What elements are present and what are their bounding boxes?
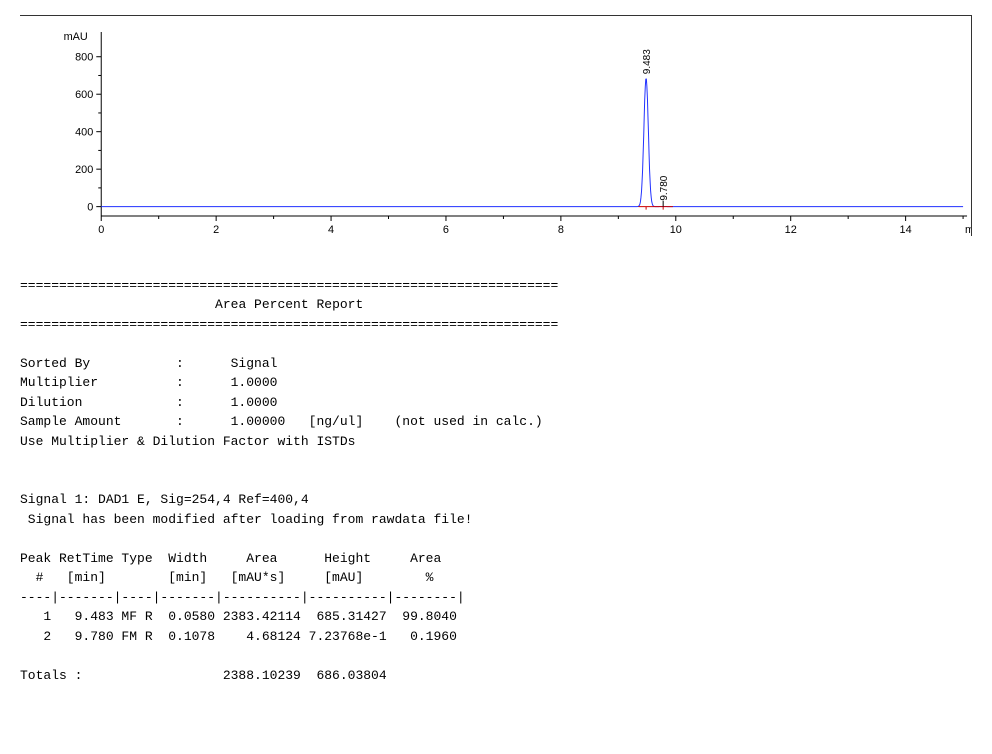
table-header-2: # [min] [min] [mAU*s] [mAU] % [20,570,465,585]
svg-text:4: 4 [328,224,334,236]
table-header-1: Peak RetTime Type Width Area Height Area [20,551,457,566]
divider-bottom: ========================================… [20,317,558,332]
chromatogram-svg: 0 200 400 600 800 mAU 0 2 4 6 8 10 12 14 mi 9.483 9.780 [20,16,971,236]
svg-text:9.483: 9.483 [642,49,653,74]
table-rows: 1 9.483 MF R 0.0580 2383.42114 685.31427… [20,609,457,644]
svg-text:600: 600 [75,89,93,101]
svg-text:800: 800 [75,52,93,64]
signal-note: Signal has been modified after loading f… [20,512,472,527]
svg-text:mi: mi [965,224,971,236]
svg-text:14: 14 [900,224,912,236]
table-totals: Totals : 2388.10239 686.03804 [20,668,387,683]
divider-top: ========================================… [20,278,558,293]
svg-text:200: 200 [75,164,93,176]
svg-text:9.780: 9.780 [659,175,670,200]
report-params: Sorted By : Signal Multiplier : 1.0000 D… [20,356,543,430]
chromatogram-chart: 0 200 400 600 800 mAU 0 2 4 6 8 10 12 14 mi 9.483 9.780 [20,15,972,236]
report-title-line: Area Percent Report [20,297,363,312]
multiplier-footer: Use Multiplier & Dilution Factor with IS… [20,434,355,449]
svg-text:2: 2 [213,224,219,236]
svg-text:0: 0 [98,224,104,236]
signal-header: Signal 1: DAD1 E, Sig=254,4 Ref=400,4 [20,492,309,507]
report-title: Area Percent Report [215,297,363,312]
svg-text:0: 0 [87,202,93,214]
area-percent-report: ========================================… [20,256,972,685]
table-rule: ----|-------|----|-------|----------|---… [20,590,465,605]
svg-text:10: 10 [670,224,682,236]
svg-text:12: 12 [785,224,797,236]
svg-text:8: 8 [558,224,564,236]
svg-text:mAU: mAU [64,31,88,43]
svg-text:6: 6 [443,224,449,236]
svg-text:400: 400 [75,127,93,139]
